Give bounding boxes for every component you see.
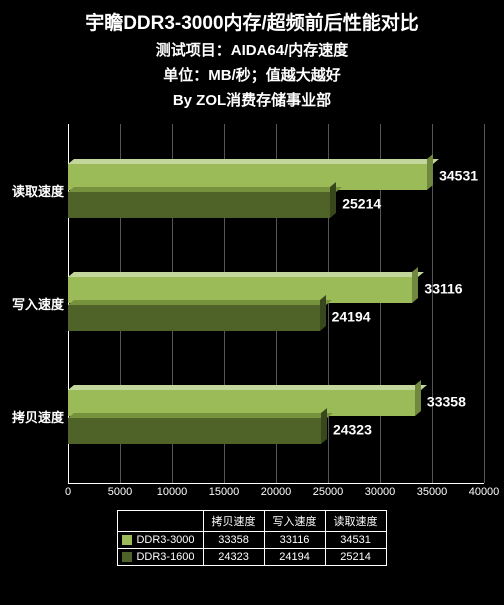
x-tick: 30000	[365, 486, 396, 498]
x-tick: 0	[65, 486, 71, 498]
subtitle-1: 测试项目：AIDA64/内存速度	[0, 39, 504, 60]
chart-area: 345312521433116241943335824323 读取速度写入速度拷…	[68, 124, 494, 504]
x-tick: 35000	[417, 486, 448, 498]
bar	[68, 277, 412, 303]
x-tick: 15000	[209, 486, 240, 498]
bar-row: 25214	[68, 192, 484, 218]
x-tick: 40000	[469, 486, 500, 498]
x-axis-ticks: 0500010000150002000025000300003500040000	[68, 486, 484, 504]
header: 宇瞻DDR3-3000内存/超频前后性能对比 测试项目：AIDA64/内存速度 …	[0, 0, 504, 110]
bar	[68, 305, 320, 331]
bar-groups: 34531 25214 33116 24194 33358 24323	[68, 124, 484, 483]
x-tick: 5000	[108, 486, 132, 498]
table-cell: 24194	[264, 549, 325, 566]
legend-cell: DDR3-1600	[118, 549, 203, 566]
subtitle-2: 单位：MB/秒；值越大越好	[0, 64, 504, 85]
plot-area: 345312521433116241943335824323 读取速度写入速度拷…	[68, 124, 484, 484]
bar-value-label: 25214	[342, 195, 381, 211]
data-table: 拷贝速度写入速度读取速度DDR3-3000333583311634531DDR3…	[117, 510, 386, 566]
bar-row: 33116	[68, 277, 484, 303]
bar-value-label: 24323	[333, 421, 372, 437]
bar	[68, 418, 321, 444]
bar-value-label: 24194	[332, 308, 371, 324]
bar-row: 33358	[68, 390, 484, 416]
category-label: 拷贝速度	[10, 407, 64, 426]
bar-group: 34531 25214	[68, 162, 484, 220]
legend-cell: DDR3-3000	[118, 532, 203, 549]
category-label: 写入速度	[10, 294, 64, 313]
x-tick: 25000	[313, 486, 344, 498]
bar-row: 24323	[68, 418, 484, 444]
table-col-header: 写入速度	[264, 511, 325, 532]
title: 宇瞻DDR3-3000内存/超频前后性能对比	[0, 8, 504, 35]
bar-group: 33116 24194	[68, 275, 484, 333]
category-label: 读取速度	[10, 181, 64, 200]
table-col-header: 读取速度	[325, 511, 386, 532]
chart-panel: 宇瞻DDR3-3000内存/超频前后性能对比 测试项目：AIDA64/内存速度 …	[0, 0, 504, 605]
table-cell: 34531	[325, 532, 386, 549]
table-row: DDR3-3000333583311634531	[118, 532, 386, 549]
x-tick: 10000	[157, 486, 188, 498]
category-labels: 读取速度写入速度拷贝速度	[10, 124, 64, 483]
bar-row: 24194	[68, 305, 484, 331]
x-tick: 20000	[261, 486, 292, 498]
subtitle-3: By ZOL消费存储事业部	[0, 89, 504, 110]
bar-row: 34531	[68, 164, 484, 190]
legend-swatch	[122, 552, 132, 562]
bar	[68, 390, 415, 416]
legend-swatch	[122, 535, 132, 545]
bar	[68, 192, 330, 218]
table-cell: 25214	[325, 549, 386, 566]
table-row: DDR3-1600243232419425214	[118, 549, 386, 566]
bar-value-label: 33358	[427, 393, 466, 409]
bar-group: 33358 24323	[68, 388, 484, 446]
table-col-header: 拷贝速度	[203, 511, 264, 532]
bar	[68, 164, 427, 190]
table-cell: 33116	[264, 532, 325, 549]
bar-value-label: 33116	[424, 280, 462, 296]
table-cell: 33358	[203, 532, 264, 549]
table-cell: 24323	[203, 549, 264, 566]
bar-value-label: 34531	[439, 167, 478, 183]
